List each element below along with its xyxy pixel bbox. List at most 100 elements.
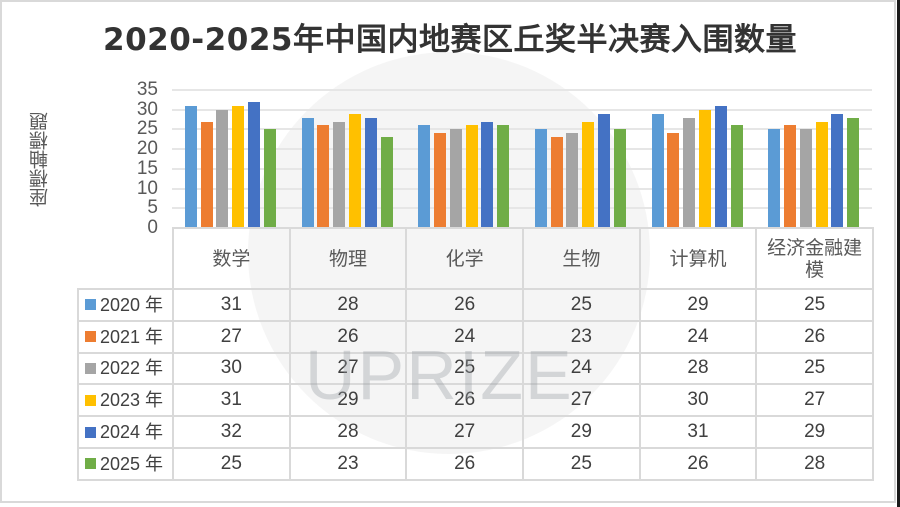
bar[interactable] [248,101,261,228]
y-tick-label: 25 [136,118,158,140]
table-cell: 26 [288,319,408,354]
bar[interactable] [465,125,478,228]
table-cell: 25 [755,288,874,322]
bar[interactable] [380,137,393,228]
y-tick-label: 15 [136,157,158,179]
table-header-cell: 物理 [288,227,408,290]
chart-title: 2020-2025年中国内地赛区丘奖半决赛入围数量 [103,22,797,58]
bar[interactable] [364,117,377,228]
bar[interactable] [613,129,626,228]
bar[interactable] [433,133,446,228]
table-header-cell: 化学 [405,227,524,290]
table-cell: 24 [405,319,524,354]
bar[interactable] [768,129,781,228]
table-cell: 24 [638,319,758,354]
table-cell: 25 [522,447,641,481]
legend-row-label: 2024 年 [77,415,174,449]
table-cell: 24 [522,351,641,386]
legend-row-label: 2023 年 [77,383,174,418]
table-cell: 26 [405,447,524,481]
legend-swatch-icon [85,426,96,438]
table-cell: 26 [405,288,524,322]
bar[interactable] [348,113,361,228]
table-cell: 25 [172,447,291,481]
gridline [172,108,872,111]
table-cell: 28 [288,415,408,449]
bar[interactable] [184,105,197,228]
bar[interactable] [683,117,696,228]
legend-label: 2020 年 [100,294,164,315]
table-cell: 30 [638,383,758,418]
table-cell: 28 [288,288,408,322]
table-cell: 30 [172,351,291,386]
bar[interactable] [216,109,229,228]
legend-swatch-icon [85,362,96,374]
bar[interactable] [497,125,510,228]
legend-label: 2022 年 [100,358,164,379]
table-cell: 28 [638,351,758,386]
table-cell: 27 [288,351,408,386]
bar[interactable] [566,133,579,228]
bar[interactable] [534,129,547,228]
legend-row-label: 2021 年 [77,319,174,354]
table-cell: 26 [755,319,874,354]
bar[interactable] [200,121,213,228]
y-tick-label: 20 [136,138,158,160]
y-tick-label: 30 [136,98,158,120]
bar[interactable] [449,129,462,228]
legend-label: 2023 年 [100,390,164,411]
bar[interactable] [333,121,346,228]
bar[interactable] [418,125,431,228]
legend-row-label: 2022 年 [77,351,174,386]
table-header-cell: 生物 [522,227,641,290]
bar[interactable] [815,121,828,228]
gridline [172,89,872,91]
table-cell: 29 [288,383,408,418]
bar[interactable] [582,121,595,228]
bar[interactable] [831,113,844,228]
bar[interactable] [698,109,711,228]
y-tick-label: 0 [147,217,158,238]
y-tick-label: 10 [136,177,158,199]
table-cell: 25 [755,351,874,386]
bar[interactable] [301,117,314,228]
bar[interactable] [481,121,494,228]
bar[interactable] [550,137,563,228]
legend-swatch-icon [85,458,96,470]
bar[interactable] [263,129,276,228]
table-cell: 27 [522,383,641,418]
table-cell: 31 [172,383,291,418]
bar[interactable] [598,113,611,228]
table-cell: 26 [405,383,524,418]
legend-row-label: 2020 年 [77,288,174,322]
bar[interactable] [847,117,860,228]
gridline [172,187,872,190]
y-tick-label: 35 [136,79,158,100]
table-cell: 29 [755,415,874,449]
bar[interactable] [651,113,664,228]
table-cell: 27 [172,319,291,354]
table-cell: 27 [405,415,524,449]
table-header-cell: 数学 [172,227,291,290]
legend-label: 2024 年 [100,422,164,443]
table-cell: 29 [638,288,758,322]
bar[interactable] [232,105,245,228]
bar[interactable] [667,133,680,228]
table-cell: 28 [755,447,874,481]
table-cell: 31 [638,415,758,449]
bar[interactable] [799,129,812,228]
bar[interactable] [317,125,330,228]
table-header-cell: 计算机 [638,227,758,290]
legend-swatch-icon [85,299,96,311]
bar[interactable] [783,125,796,228]
table-cell: 27 [755,383,874,418]
bar[interactable] [714,105,727,228]
bar[interactable] [730,125,743,228]
table-cell: 25 [522,288,641,322]
table-cell: 26 [638,447,758,481]
gridline [172,148,872,151]
legend-label: 2025 年 [100,453,164,474]
